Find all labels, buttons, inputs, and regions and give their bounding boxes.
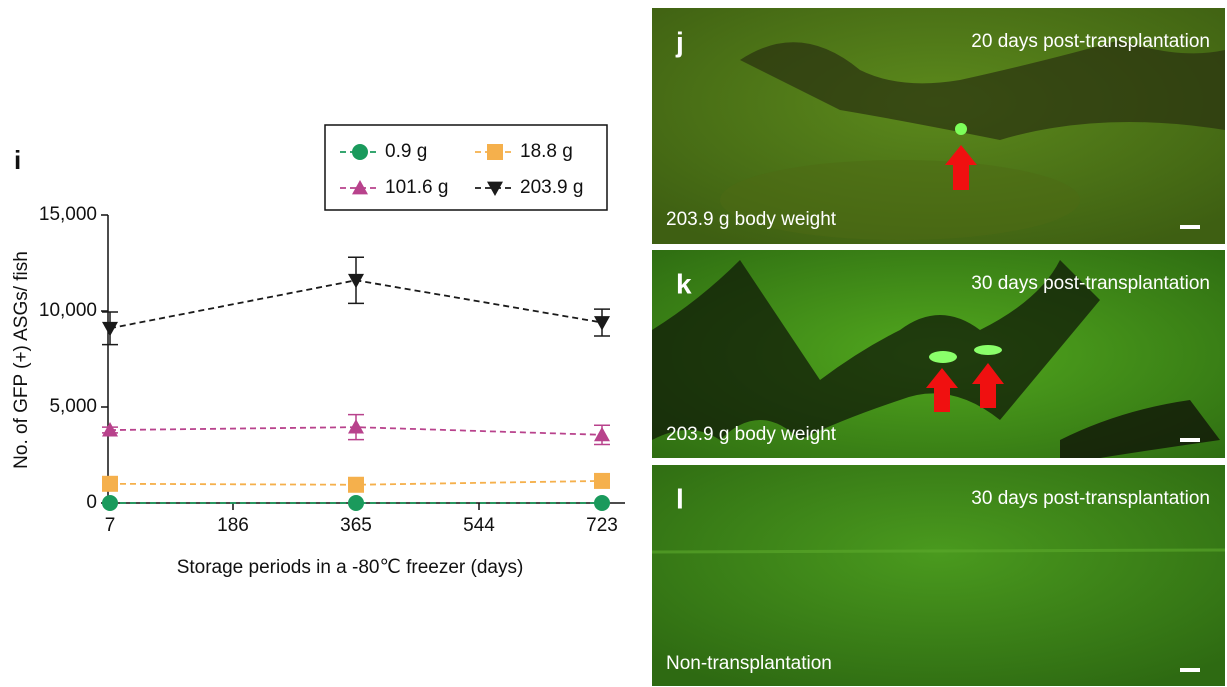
x-axis-label: Storage periods in a -80℃ freezer (days) — [177, 557, 524, 578]
x-tick-label: 186 — [217, 515, 249, 536]
marker — [594, 495, 610, 511]
legend-marker — [487, 144, 503, 160]
y-tick-label: 15,000 — [39, 204, 97, 225]
x-tick-label: 723 — [586, 515, 618, 536]
y-tick-label: 10,000 — [39, 300, 97, 321]
marker — [348, 495, 364, 511]
panel-label: j — [675, 26, 684, 57]
marker — [594, 316, 610, 330]
caption: 203.9 g body weight — [666, 424, 837, 445]
legend-label: 0.9 g — [385, 141, 427, 162]
marker — [102, 322, 118, 336]
caption: 203.9 g body weight — [666, 209, 837, 230]
marker — [102, 476, 118, 492]
legend-marker — [352, 144, 368, 160]
x-tick-label: 365 — [340, 515, 372, 536]
marker — [594, 473, 610, 489]
marker — [594, 427, 610, 441]
y-tick-label: 0 — [86, 492, 97, 513]
figure: i No. of GFP (+) ASGs/ fish Storage peri… — [0, 0, 1227, 687]
time-label: 30 days post-transplantation — [971, 488, 1210, 509]
x-tick-label: 544 — [463, 515, 495, 536]
panel-label: l — [676, 483, 684, 514]
time-label: 20 days post-transplantation — [971, 31, 1210, 52]
marker — [348, 477, 364, 493]
legend-label: 18.8 g — [520, 141, 573, 162]
legend-label: 101.6 g — [385, 177, 448, 198]
x-tick-label: 7 — [105, 515, 116, 536]
marker — [102, 495, 118, 511]
panel-label: i — [14, 145, 21, 175]
y-tick-label: 5,000 — [49, 396, 97, 417]
time-label: 30 days post-transplantation — [971, 273, 1210, 294]
legend-label: 203.9 g — [520, 177, 583, 198]
caption: Non-transplantation — [666, 653, 832, 674]
panel-label: k — [676, 268, 692, 299]
y-axis-label: No. of GFP (+) ASGs/ fish — [11, 251, 32, 469]
